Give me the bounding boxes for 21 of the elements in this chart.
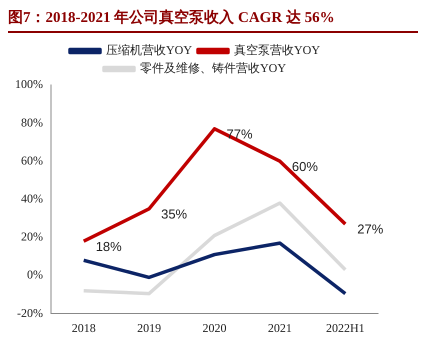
data-label: 27%	[357, 222, 384, 237]
legend-label: 零件及维修、铸件营收YOY	[140, 61, 286, 76]
y-tick-label: 60%	[20, 153, 43, 168]
y-tick-label: 80%	[20, 115, 43, 130]
data-label: 35%	[161, 206, 188, 222]
data-label: 77%	[226, 126, 253, 142]
legend-label: 压缩机营收YOY	[106, 43, 192, 58]
x-tick-label: 2019	[137, 320, 162, 335]
x-tick-label: 2021	[268, 320, 292, 335]
x-tick-label: 2018	[72, 320, 96, 335]
y-tick-label: 20%	[20, 230, 43, 244]
x-tick-label: 2022H1	[326, 320, 365, 335]
chart-title: 图7：2018-2021 年公司真空泵收入 CAGR 达 56%	[8, 8, 418, 33]
y-tick-label: -20%	[16, 306, 43, 320]
y-tick-label: 0%	[26, 268, 43, 282]
y-tick-label: 40%	[20, 191, 43, 206]
y-tick-label: 100%	[14, 77, 43, 92]
data-label: 60%	[292, 158, 318, 174]
x-tick-label: 2020	[202, 320, 226, 335]
data-label: 18%	[96, 238, 122, 254]
legend-label: 真空泵营收YOY	[234, 43, 320, 58]
